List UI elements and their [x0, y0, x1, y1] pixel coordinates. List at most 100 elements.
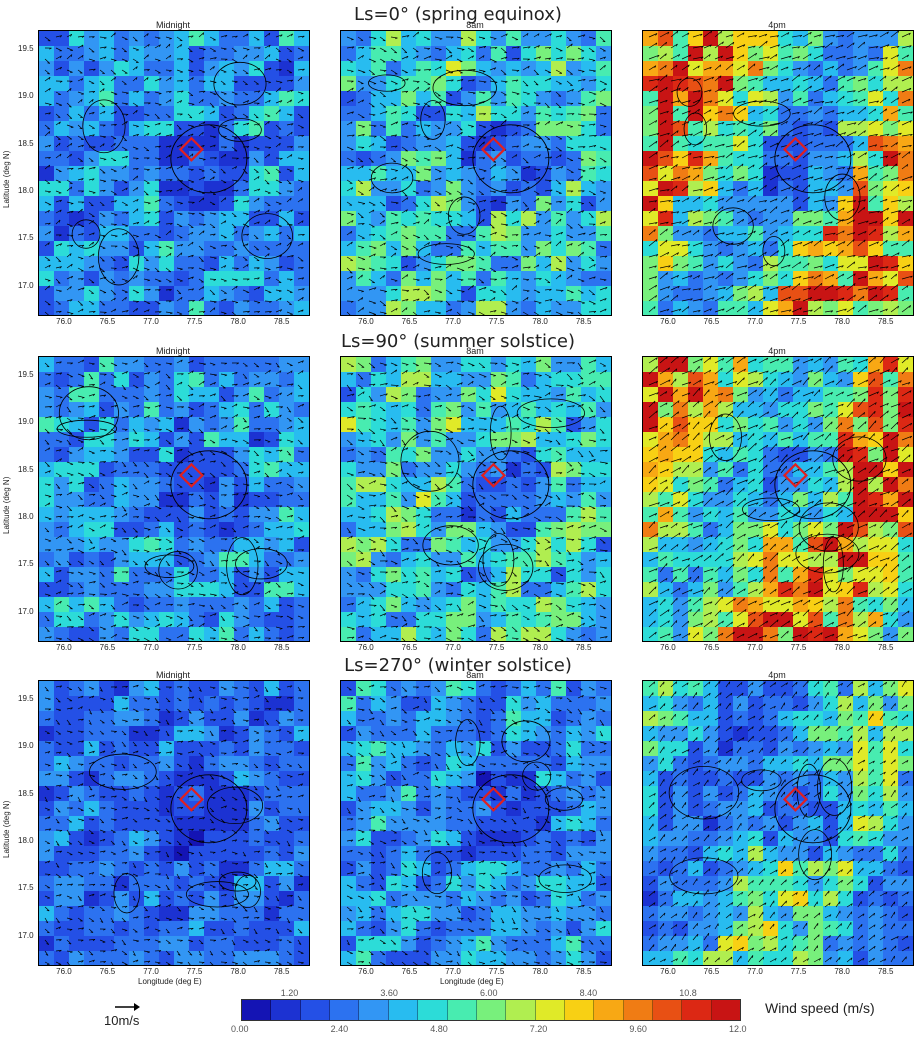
wind-vector-head — [687, 44, 690, 47]
wind-vector-head — [516, 199, 519, 203]
wind-vector-head — [777, 250, 779, 253]
speed-cell — [144, 76, 160, 92]
wind-vector-head — [743, 74, 746, 77]
wind-vector — [868, 89, 879, 93]
wind-vector — [901, 199, 913, 203]
wind-vector — [692, 229, 700, 236]
speed-cell — [401, 151, 417, 167]
wind-vector-head — [701, 56, 704, 59]
wind-vector — [220, 278, 227, 282]
wind-vector-head — [528, 266, 531, 269]
speed-cell — [643, 196, 659, 212]
wind-vector — [791, 307, 802, 313]
wind-vector-head — [767, 66, 770, 70]
wind-vector — [253, 277, 260, 280]
wind-vector — [154, 300, 161, 305]
speed-cell — [551, 31, 567, 47]
wind-vector-head — [908, 239, 910, 243]
wind-vector — [758, 87, 767, 93]
wind-vector — [423, 218, 430, 225]
wind-vector-head — [416, 81, 420, 83]
wind-vector-head — [418, 69, 421, 72]
wind-vector — [599, 210, 607, 214]
wind-vector — [824, 55, 833, 60]
speed-cell — [868, 31, 884, 47]
wind-vector — [780, 274, 788, 280]
speed-cell — [688, 226, 704, 242]
wind-vector — [544, 77, 552, 82]
speed-cell — [658, 76, 674, 92]
speed-cell — [114, 166, 130, 182]
wind-vector — [566, 36, 572, 42]
wind-vector — [209, 47, 216, 52]
wind-vector-head — [852, 232, 856, 235]
wind-vector — [368, 113, 376, 116]
wind-vector-head — [202, 80, 206, 83]
wind-vector-head — [582, 125, 585, 128]
wind-vector — [286, 154, 293, 159]
wind-vector — [220, 234, 227, 239]
wind-vector — [297, 220, 304, 225]
wind-vector — [824, 188, 836, 192]
speed-cell — [189, 357, 205, 373]
wind-vector — [264, 153, 270, 159]
wind-vector-head — [80, 258, 84, 260]
wind-vector — [44, 36, 51, 42]
speed-cell — [596, 241, 611, 257]
wind-vector — [522, 245, 528, 251]
wind-vector-head — [753, 63, 756, 67]
wind-vector — [209, 212, 217, 215]
wind-vector — [879, 87, 887, 93]
wind-vector — [253, 68, 260, 71]
wind-vector — [890, 45, 900, 49]
wind-vector-head — [742, 253, 745, 256]
wind-vector — [736, 186, 747, 192]
speed-cell — [673, 151, 689, 167]
wind-vector-head — [257, 176, 260, 179]
wind-vector-head — [289, 279, 293, 281]
speed-cell — [643, 151, 659, 167]
wind-vector — [165, 201, 172, 206]
wind-vector — [588, 212, 594, 218]
wind-vector — [714, 272, 724, 280]
wind-vector — [143, 190, 149, 196]
wind-vector — [544, 278, 551, 284]
wind-vector — [791, 142, 799, 148]
wind-vector — [758, 184, 767, 192]
speed-cell — [129, 256, 145, 272]
speed-cell — [371, 196, 387, 212]
wind-vector — [813, 45, 825, 49]
wind-vector-head — [831, 177, 835, 180]
wind-vector — [791, 67, 801, 71]
speed-cell — [204, 417, 220, 433]
speed-cell — [883, 46, 899, 62]
wind-vector-head — [351, 220, 354, 223]
wind-vector — [736, 32, 745, 38]
wind-vector-head — [898, 109, 901, 112]
wind-vector-head — [886, 133, 890, 136]
wind-vector-head — [766, 307, 769, 310]
wind-vector-head — [158, 44, 161, 48]
speed-cell — [54, 477, 70, 493]
wind-vector — [714, 99, 724, 104]
wind-vector — [401, 223, 408, 228]
wind-vector — [780, 219, 788, 225]
wind-vector — [714, 308, 725, 313]
wind-vector-head — [742, 242, 745, 245]
wind-vector-head — [799, 276, 802, 279]
speed-cell — [174, 301, 190, 315]
wind-vector-head — [362, 223, 365, 226]
wind-vector-head — [689, 230, 692, 233]
wind-vector-head — [527, 143, 530, 146]
wind-vector-head — [709, 100, 713, 103]
wind-vector — [297, 212, 304, 215]
wind-vector — [500, 234, 508, 238]
wind-vector — [522, 33, 529, 38]
wind-vector — [681, 152, 692, 159]
wind-vector-head — [876, 185, 879, 188]
speed-cell — [718, 271, 734, 287]
wind-vector-head — [59, 35, 63, 38]
wind-vector — [187, 58, 194, 63]
wind-vector-head — [733, 132, 736, 136]
wind-vector — [412, 245, 419, 251]
